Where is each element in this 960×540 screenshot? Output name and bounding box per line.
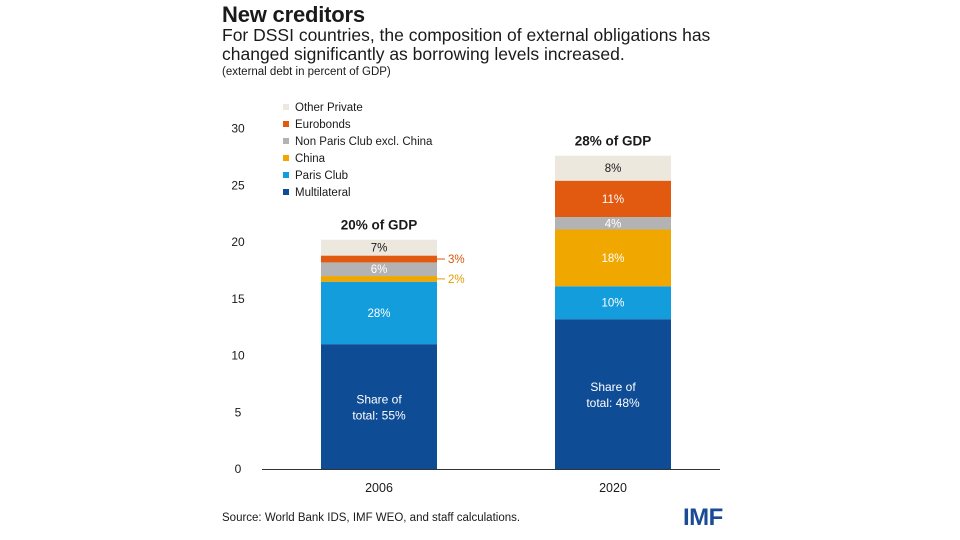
x-tick-label-2006: 2006 xyxy=(365,481,393,495)
y-tick-label-10: 10 xyxy=(231,349,245,363)
data-label-2020-china: 18% xyxy=(601,253,624,265)
y-tick-label-30: 30 xyxy=(231,122,245,136)
total-label-2020: 28% of GDP xyxy=(575,134,652,149)
bar-segment-2020-eurobonds xyxy=(555,180,671,218)
y-tick-label-5: 5 xyxy=(235,405,242,419)
data-label-2006-paris-club: 28% xyxy=(367,308,390,320)
legend-label-china: China xyxy=(295,153,326,165)
legend-label-non-paris-club-excl-china: Non Paris Club excl. China xyxy=(295,136,433,148)
legend-swatch-other-private xyxy=(283,104,289,110)
data-label-2006-china: 2% xyxy=(448,274,465,286)
data-label-2006-other-private: 7% xyxy=(371,243,388,255)
bar-segment-2006-multilateral xyxy=(321,344,437,469)
bar-segment-2006-paris-club xyxy=(321,281,437,345)
legend-swatch-paris-club xyxy=(283,172,289,178)
legend-label-eurobonds: Eurobonds xyxy=(295,119,351,131)
bar-segment-2020-paris-club xyxy=(555,286,671,320)
legend-swatch-non-paris-club-excl-china xyxy=(283,138,289,144)
data-label-2020-multilateral-line1: Share of xyxy=(590,380,636,394)
bar-segment-2020-non-paris-club-excl-china xyxy=(555,217,671,230)
bar-segment-2020-china xyxy=(555,229,671,287)
bar-segment-2006-china xyxy=(321,276,437,282)
bars-layer xyxy=(321,155,671,469)
data-label-2020-eurobonds: 11% xyxy=(602,194,624,206)
data-label-2020-other-private: 8% xyxy=(605,163,622,175)
data-label-2020-multilateral-line2: total: 48% xyxy=(586,396,640,410)
legend: Other Private Eurobonds Non Paris Club exc… xyxy=(283,102,433,199)
x-tick-label-2020: 2020 xyxy=(599,481,627,495)
chart-title: New creditors xyxy=(222,2,365,27)
chart-units-note: (external debt in percent of GDP) xyxy=(222,66,391,78)
legend-label-other-private: Other Private xyxy=(295,102,363,114)
bar-segment-2006-eurobonds xyxy=(321,255,437,263)
data-label-2006-non-paris-club-excl-china: 6% xyxy=(371,264,388,276)
imf-logo: IMF xyxy=(683,504,723,531)
legend-swatch-china xyxy=(283,155,289,161)
bar-segment-2006-other-private xyxy=(321,239,437,256)
data-label-2006-multilateral-line1: Share of xyxy=(356,393,402,407)
labels-layer: Share of total: 55% 28% 2% 6% 3% 7% 20% of GDP S… xyxy=(341,134,652,423)
legend-label-paris-club: Paris Club xyxy=(295,170,348,182)
data-label-2006-multilateral-line2: total: 55% xyxy=(352,409,406,423)
y-tick-label-20: 20 xyxy=(231,235,245,249)
axis-layer: 0 5 10 15 20 25 30 2006 2020 xyxy=(231,122,720,495)
legend-swatch-eurobonds xyxy=(283,121,289,127)
chart-subtitle: For DSSI countries, the composition of e… xyxy=(222,25,711,64)
bar-segment-2006-non-paris-club-excl-china xyxy=(321,262,437,277)
data-label-2020-paris-club: 10% xyxy=(601,298,624,310)
y-tick-label-15: 15 xyxy=(231,292,245,306)
bar-segment-2020-other-private xyxy=(555,155,671,181)
data-label-2006-eurobonds: 3% xyxy=(448,254,465,266)
legend-label-multilateral: Multilateral xyxy=(295,187,351,199)
bar-segment-2020-multilateral xyxy=(555,319,671,469)
y-tick-label-25: 25 xyxy=(231,178,245,192)
legend-swatch-multilateral xyxy=(283,189,289,195)
data-label-2020-non-paris-club-excl-china: 4% xyxy=(605,218,622,230)
y-tick-label-0: 0 xyxy=(235,462,242,476)
source-note: Source: World Bank IDS, IMF WEO, and sta… xyxy=(222,512,521,524)
total-label-2006: 20% of GDP xyxy=(341,218,418,233)
